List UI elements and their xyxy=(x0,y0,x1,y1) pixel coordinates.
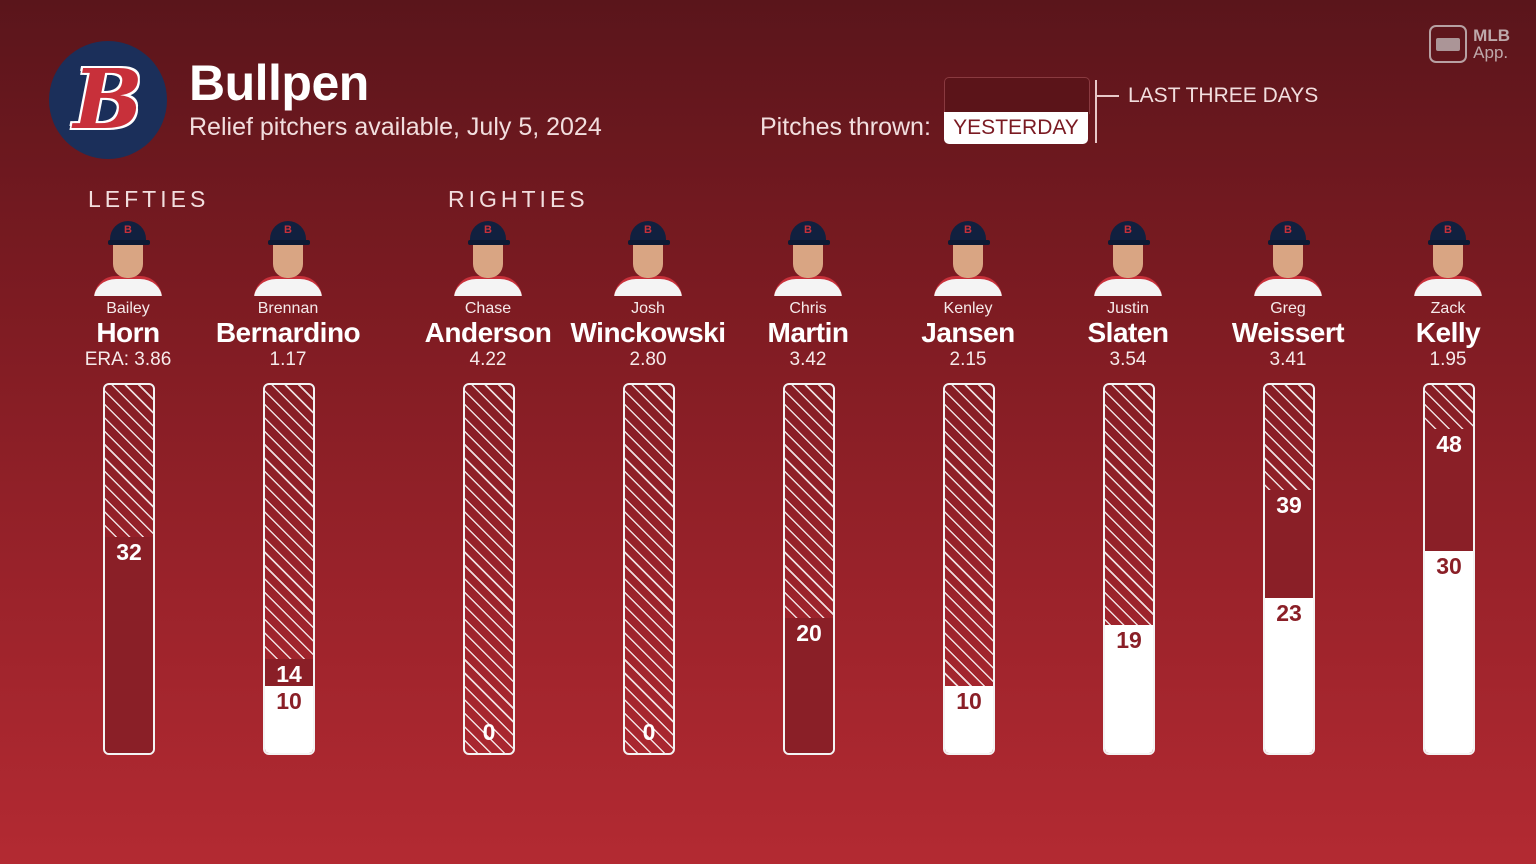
pitch-count-bar: 14 10 xyxy=(263,383,315,755)
pitch-count-bar: 32 xyxy=(103,383,155,755)
page-subtitle: Relief pitchers available, July 5, 2024 xyxy=(189,113,602,141)
mlb-logo-icon xyxy=(1429,25,1468,63)
player-headshot: B xyxy=(88,218,168,296)
player-headshot: B xyxy=(608,218,688,296)
brand-bottom: App. xyxy=(1473,43,1509,62)
pitch-count-label: 0 xyxy=(482,719,496,745)
yesterday-segment xyxy=(1105,625,1153,753)
player-last-name: Bernardino xyxy=(215,317,361,348)
player-headshot: B xyxy=(1088,218,1168,296)
yesterday-segment xyxy=(945,686,993,753)
brand-top: MLB xyxy=(1473,26,1510,45)
pitch-count-label: 14 xyxy=(276,661,302,687)
section-lefties: LEFTIES xyxy=(88,186,210,212)
player-headshot: B xyxy=(768,218,848,296)
pitch-count-label: 39 xyxy=(1276,492,1302,518)
player-card: B Brennan Bernardino 1.17 xyxy=(208,218,368,372)
player-first-name: Brennan xyxy=(257,300,319,317)
player-era: 1.95 xyxy=(1429,349,1467,370)
legend-three-days-label: LAST THREE DAYS xyxy=(1128,84,1319,107)
player-card: B Greg Weissert 3.41 xyxy=(1208,218,1368,372)
pitch-count-label: 0 xyxy=(642,719,656,745)
player-card: B Zack Kelly 1.95 xyxy=(1368,218,1528,372)
pitch-count-bar: 48 30 xyxy=(1423,383,1475,755)
legend-three-days-swatch xyxy=(944,77,1090,114)
three-day-segment xyxy=(785,618,833,753)
team-logo: B xyxy=(49,41,167,159)
player-first-name: Zack xyxy=(1430,300,1466,317)
logo-letter: B xyxy=(73,52,143,148)
yesterday-segment xyxy=(1265,598,1313,753)
page-title: Bullpen xyxy=(189,55,369,111)
player-first-name: Greg xyxy=(1270,300,1306,317)
pitch-count-bar: 0 xyxy=(463,383,515,755)
player-last-name: Martin xyxy=(767,317,850,348)
player-card: B Bailey Horn ERA: 3.86 xyxy=(48,218,208,372)
pitch-count-bar: 10 xyxy=(943,383,995,755)
player-era: ERA: 3.86 xyxy=(84,349,172,370)
player-era: 2.80 xyxy=(629,349,667,370)
pitch-count-label: 10 xyxy=(956,688,982,714)
legend-bracket xyxy=(1095,80,1097,143)
pitch-count-label: 30 xyxy=(1436,553,1462,579)
pitch-count-label: 32 xyxy=(116,539,142,565)
player-last-name: Kelly xyxy=(1415,317,1481,348)
player-last-name: Jansen xyxy=(921,317,1015,348)
player-headshot: B xyxy=(248,218,328,296)
player-card: B Josh Winckowski 2.80 xyxy=(568,218,728,372)
pitch-count-label: 19 xyxy=(1116,627,1142,653)
pitch-count-bar: 0 xyxy=(623,383,675,755)
pitch-count-label: 48 xyxy=(1436,431,1462,457)
legend-label: Pitches thrown: xyxy=(760,113,931,141)
player-era: 1.17 xyxy=(269,349,307,370)
player-first-name: Bailey xyxy=(106,300,150,317)
player-last-name: Slaten xyxy=(1087,317,1169,348)
player-last-name: Horn xyxy=(96,317,160,348)
pitch-count-label: 23 xyxy=(1276,600,1302,626)
pitch-count-label: 20 xyxy=(796,620,822,646)
player-card: B Chase Anderson 4.22 xyxy=(408,218,568,372)
legend-yesterday-swatch: YESTERDAY xyxy=(944,112,1088,144)
player-era: 3.54 xyxy=(1109,349,1147,370)
player-era: 3.41 xyxy=(1269,349,1307,370)
player-card: B Justin Slaten 3.54 xyxy=(1048,218,1208,372)
player-era: 2.15 xyxy=(949,349,987,370)
yesterday-segment xyxy=(265,686,313,753)
player-era: 3.42 xyxy=(789,349,827,370)
player-last-name: Winckowski xyxy=(570,317,726,348)
player-first-name: Kenley xyxy=(943,300,993,317)
player-first-name: Josh xyxy=(631,300,665,317)
player-card: B Kenley Jansen 2.15 xyxy=(888,218,1048,372)
player-last-name: Weissert xyxy=(1231,317,1345,348)
pitch-count-bar: 20 xyxy=(783,383,835,755)
player-headshot: B xyxy=(928,218,1008,296)
player-headshot: B xyxy=(1248,218,1328,296)
yesterday-segment xyxy=(1425,551,1473,753)
player-first-name: Justin xyxy=(1107,300,1149,317)
player-last-name: Anderson xyxy=(424,317,552,348)
pitch-count-label: 10 xyxy=(276,688,302,714)
player-first-name: Chase xyxy=(464,300,512,317)
legend-bracket-tick xyxy=(1095,95,1119,97)
pitch-count-bar: 19 xyxy=(1103,383,1155,755)
player-era: 4.22 xyxy=(469,349,507,370)
player-first-name: Chris xyxy=(789,300,827,317)
player-card: B Chris Martin 3.42 xyxy=(728,218,888,372)
mlb-app-logo: MLB App. xyxy=(1429,25,1510,63)
player-headshot: B xyxy=(448,218,528,296)
pitch-count-bar: 39 23 xyxy=(1263,383,1315,755)
section-righties: RIGHTIES xyxy=(448,186,589,212)
player-headshot: B xyxy=(1408,218,1488,296)
three-day-segment xyxy=(105,537,153,753)
